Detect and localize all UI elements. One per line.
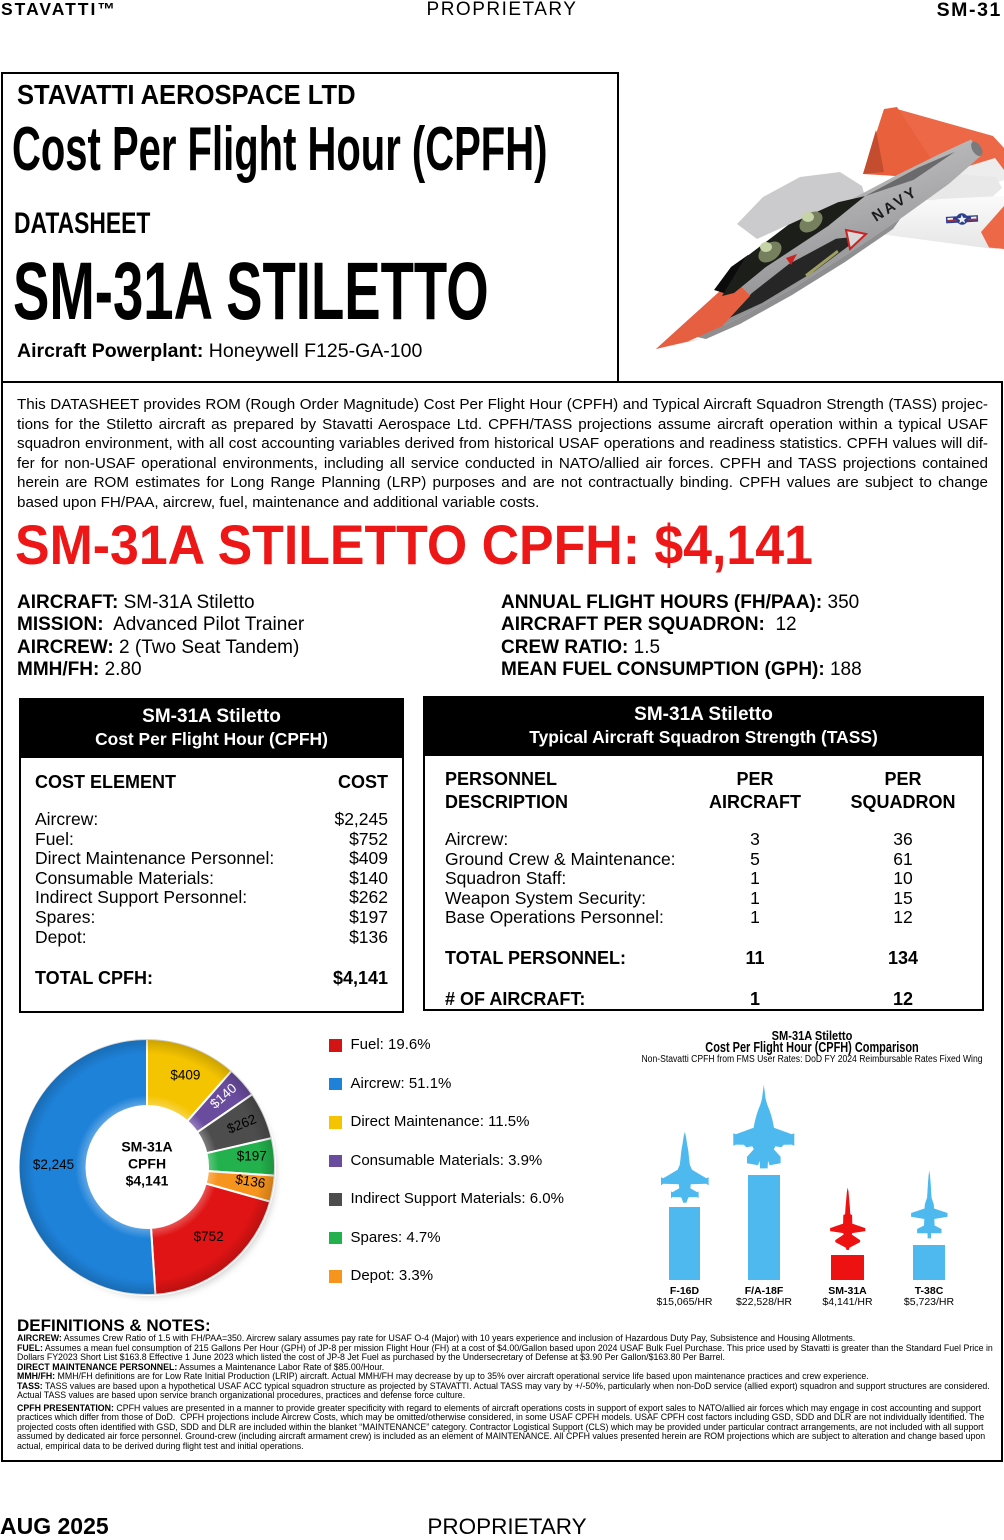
svg-text:$197: $197 [237,1149,267,1164]
svg-text:$2,245: $2,245 [33,1157,74,1172]
svg-text:$409: $409 [170,1068,200,1083]
svg-text:CPFH: CPFH [128,1156,166,1172]
svg-text:SM-31A: SM-31A [121,1139,172,1155]
svg-text:$136: $136 [234,1172,266,1192]
svg-text:$752: $752 [194,1229,224,1244]
svg-text:$4,141: $4,141 [126,1173,169,1189]
